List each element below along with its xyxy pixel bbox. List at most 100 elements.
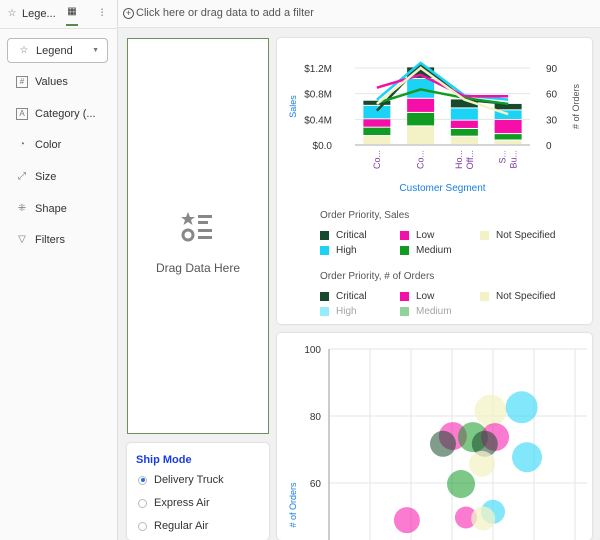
ship-mode-title: Ship Mode bbox=[136, 454, 192, 466]
legend-item[interactable]: Low bbox=[400, 230, 434, 241]
bar-segment bbox=[494, 119, 522, 134]
radio-button[interactable] bbox=[138, 475, 147, 485]
y2-tick-label: 90 bbox=[546, 64, 558, 75]
tab-layout[interactable]: ▦ bbox=[66, 0, 78, 26]
bar-segment bbox=[407, 126, 435, 144]
legend-swatch bbox=[480, 292, 489, 301]
x-tick-label: Ho... bbox=[454, 150, 464, 169]
chevron-down-icon: ▼ bbox=[92, 47, 99, 54]
nav-color-label: Color bbox=[35, 139, 62, 151]
bar-segment bbox=[450, 120, 478, 128]
legend-item[interactable]: High bbox=[320, 306, 357, 317]
scatter-point bbox=[474, 394, 507, 427]
bar-segment bbox=[450, 136, 478, 144]
ship-mode-filter: Ship Mode Delivery Truck Express Air Reg… bbox=[127, 443, 269, 540]
nav-values[interactable]: # Values bbox=[16, 76, 68, 88]
legend-item[interactable]: Medium bbox=[400, 306, 452, 317]
scatter-chart[interactable]: 100 80 60 # of Orders bbox=[277, 333, 592, 540]
tab-properties[interactable]: ⫶ bbox=[96, 0, 108, 28]
y2-tick-label: 0 bbox=[546, 141, 552, 152]
resize-icon: ⤢ bbox=[18, 171, 26, 182]
scatter-point bbox=[471, 430, 498, 457]
legend-item[interactable]: High bbox=[320, 245, 357, 256]
nav-category[interactable]: A Category (... bbox=[16, 108, 96, 120]
legend-swatch bbox=[400, 231, 409, 240]
legend-dropdown[interactable]: ☆ Legend ▼ bbox=[7, 38, 108, 63]
legend-dropdown-value: Legend bbox=[36, 44, 73, 57]
bar-segment bbox=[450, 128, 478, 136]
y2-tick-label: 30 bbox=[546, 115, 558, 126]
y-tick-label: 60 bbox=[310, 479, 322, 490]
scatter-point bbox=[512, 442, 543, 473]
scatter-point bbox=[505, 391, 538, 424]
legend-item[interactable]: Low bbox=[400, 291, 434, 302]
filter-icon: ▽ bbox=[18, 234, 26, 245]
bar-segment bbox=[450, 108, 478, 120]
bar-segment bbox=[494, 140, 522, 144]
legend-swatch bbox=[480, 231, 489, 240]
nav-shape[interactable]: ⁜ Shape bbox=[16, 203, 67, 215]
shape-icon: ⁜ bbox=[17, 203, 27, 214]
bar-segment bbox=[407, 67, 435, 78]
legend-item[interactable]: Medium bbox=[400, 245, 452, 256]
x-tick-label: Co... bbox=[416, 150, 426, 169]
x-tick-label: Off... bbox=[465, 150, 475, 169]
option-express-air[interactable]: Express Air bbox=[138, 497, 210, 509]
nav-category-label: Category (... bbox=[35, 108, 96, 120]
tab-legend[interactable]: ☆ Lege... bbox=[6, 0, 56, 28]
option-delivery-truck[interactable]: Delivery Truck bbox=[138, 474, 224, 486]
filter-bar[interactable]: + Click here or drag data to add a filte… bbox=[118, 0, 600, 28]
y-tick-label: 80 bbox=[310, 412, 322, 423]
legend-label: Low bbox=[416, 230, 435, 241]
legend-label: Low bbox=[416, 291, 435, 302]
option-label: Delivery Truck bbox=[154, 474, 224, 486]
nav-size[interactable]: ⤢ Size bbox=[16, 171, 56, 183]
legend-icon: ☆ bbox=[7, 8, 17, 19]
radio-button[interactable] bbox=[138, 521, 147, 531]
legend-item[interactable]: Not Specified bbox=[480, 291, 555, 302]
nav-color[interactable]: ◔ Color bbox=[16, 139, 61, 151]
bar-segment bbox=[494, 103, 522, 110]
divider bbox=[0, 28, 118, 29]
legend-label: High bbox=[336, 245, 357, 256]
line-low bbox=[376, 73, 509, 98]
y-tick-label: $1.2M bbox=[304, 64, 332, 75]
legend-item[interactable]: Critical bbox=[320, 230, 367, 241]
legend-item[interactable]: Critical bbox=[320, 291, 367, 302]
y-tick-label: $0.4M bbox=[304, 115, 332, 126]
option-regular-air[interactable]: Regular Air bbox=[138, 520, 208, 532]
radio-button[interactable] bbox=[138, 498, 147, 508]
nav-shape-label: Shape bbox=[35, 203, 67, 215]
palette-icon: ◔ bbox=[18, 139, 26, 150]
legend-swatch bbox=[320, 246, 329, 255]
scatter-point bbox=[468, 450, 495, 477]
y2-axis-title: # of Orders bbox=[571, 83, 581, 129]
line-medium bbox=[376, 88, 509, 106]
bar-segment bbox=[407, 112, 435, 126]
bar-segment bbox=[494, 134, 522, 140]
y-axis-title: # of Orders bbox=[288, 482, 298, 528]
nav-filters[interactable]: ▽ Filters bbox=[16, 234, 65, 246]
filter-placeholder: Click here or drag data to add a filter bbox=[136, 7, 314, 19]
legend-label: High bbox=[336, 306, 357, 317]
y-axis-title: Sales bbox=[288, 95, 298, 118]
combo-chart[interactable]: $0.0 $0.4M $0.8M $1.2M 0 30 60 90 Sales # of Orde… bbox=[277, 38, 592, 208]
legend-swatch bbox=[320, 307, 329, 316]
option-label: Regular Air bbox=[154, 520, 209, 532]
combo-chart-card: $0.0 $0.4M $0.8M $1.2M 0 30 60 90 Sales # of Orde… bbox=[277, 38, 592, 324]
legend-item[interactable]: Not Specified bbox=[480, 230, 555, 241]
line-not-specified bbox=[376, 66, 509, 116]
y-tick-label: 100 bbox=[304, 345, 321, 356]
legend-icon bbox=[181, 212, 212, 242]
legend-swatch bbox=[320, 231, 329, 240]
y2-tick-label: 60 bbox=[546, 90, 558, 101]
bar-segment bbox=[363, 127, 391, 136]
drop-zone-label: Drag Data Here bbox=[155, 261, 241, 275]
tab-legend-label: Lege... bbox=[22, 8, 56, 20]
bar-segment bbox=[363, 119, 391, 127]
legend-swatch bbox=[400, 246, 409, 255]
legend-label: Not Specified bbox=[496, 291, 556, 302]
option-label: Express Air bbox=[154, 497, 210, 509]
bar-segment bbox=[450, 99, 478, 108]
drop-zone[interactable]: Drag Data Here bbox=[127, 38, 269, 434]
